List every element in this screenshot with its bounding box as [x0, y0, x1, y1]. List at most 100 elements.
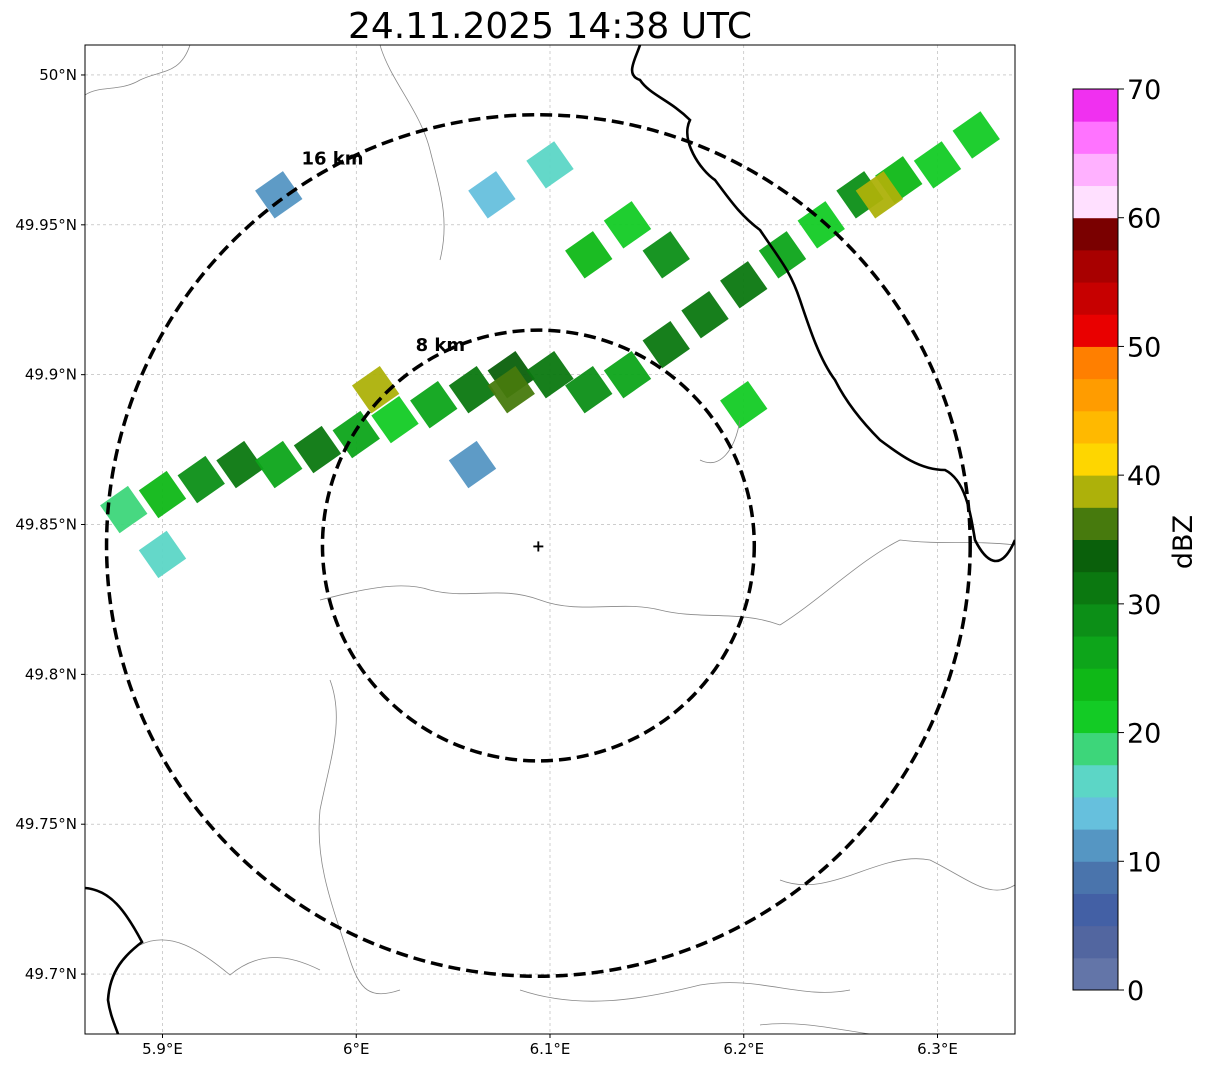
radar-cell [681, 291, 729, 339]
colorbar-band [1073, 636, 1118, 669]
colorbar-frame [1072, 88, 1119, 991]
radar-cell [293, 425, 342, 474]
colorbar-tick-label: 20 [1127, 719, 1161, 750]
colorbar-band [1073, 539, 1118, 573]
lon-tick-label: 6.1°E [530, 1040, 571, 1058]
axis-ticks: 5.9°E 6°E 6.1°E 6.2°E 6.3°E 49.7°N 49.75°N 49.8… [15, 66, 958, 1058]
colorbar-band [1073, 668, 1118, 701]
radar-cell [526, 141, 574, 189]
lat-tick-label: 49.95°N [15, 216, 77, 234]
lat-tick-label: 49.75°N [15, 815, 77, 833]
radar-cell [758, 231, 807, 279]
boundary-line [85, 45, 191, 96]
radar-cell [332, 410, 380, 459]
colorbar-band [1073, 475, 1118, 508]
boundary-line [319, 585, 781, 626]
map-title: 24.11.2025 14:38 UTC [348, 6, 752, 47]
radar-reflectivity-layer [100, 111, 1000, 579]
radar-cell [255, 171, 303, 219]
boundary-line [139, 939, 321, 976]
boundary-line [779, 858, 1015, 891]
colorbar-band [1073, 861, 1118, 894]
boundary-line [318, 679, 401, 995]
radar-cell [177, 455, 225, 504]
radar-cell [565, 231, 613, 279]
lat-tick-label: 49.8°N [25, 665, 77, 683]
radar-cell [351, 365, 400, 414]
colorbar-band [1073, 314, 1118, 347]
radar-cell [855, 171, 904, 219]
radar-cell [952, 111, 1000, 159]
colorbar-tick-label: 50 [1127, 332, 1161, 363]
lat-tick-label: 49.7°N [25, 965, 77, 983]
colorbar-band [1073, 893, 1118, 927]
colorbar-band [1073, 442, 1118, 476]
colorbar-tick-label: 70 [1127, 75, 1161, 106]
radar-cell [371, 395, 419, 444]
radar-cell [100, 485, 148, 534]
colorbar-tick-label: 60 [1127, 204, 1161, 235]
radar-cell [448, 365, 497, 414]
radar-cell [797, 201, 845, 249]
colorbar-band [1073, 796, 1118, 830]
colorbar-band [1073, 121, 1118, 154]
lat-tick-label: 49.85°N [15, 516, 77, 534]
colorbar-band [1073, 603, 1118, 637]
boundary-line [379, 45, 445, 261]
colorbar-band [1073, 282, 1118, 315]
gridlines [85, 45, 1015, 1034]
country-borders [85, 45, 1015, 1034]
colorbar-tick-label: 40 [1127, 461, 1161, 492]
radar-cell [138, 530, 187, 579]
radar-cell [468, 171, 516, 219]
colorbar-tick-label: 30 [1127, 590, 1161, 621]
radar-cell [410, 380, 458, 429]
radar-cell [603, 201, 652, 249]
boundary-line [519, 982, 851, 1002]
country-border-line [85, 886, 144, 1034]
radar-cell [642, 321, 690, 369]
lat-tick-label: 49.9°N [25, 366, 77, 384]
radar-cell [526, 350, 574, 399]
colorbar-band [1073, 249, 1118, 283]
colorbar-tick-label: 0 [1127, 976, 1144, 1007]
range-ring-8km [320, 328, 757, 763]
colorbar-band [1073, 217, 1118, 251]
colorbar-band [1073, 571, 1118, 605]
map-area: + 5.9°E 6°E 6.1°E 6.2°E 6.3°E 49.7°N 49.75°N 49… [15, 44, 1016, 1058]
colorbar-band [1073, 829, 1118, 862]
radar-cell [913, 141, 962, 189]
country-border-line [630, 45, 1015, 563]
lon-tick-label: 6.2°E [723, 1040, 764, 1058]
ring-label-16km: 16 km [301, 148, 363, 169]
range-ring-16km [104, 112, 972, 978]
radar-cell [255, 440, 303, 489]
radar-cell [720, 380, 768, 429]
boundary-line [759, 1023, 871, 1034]
colorbar-band [1073, 89, 1118, 122]
colorbar-bands [1073, 89, 1118, 991]
radar-cell [603, 350, 652, 399]
colorbar-band [1073, 410, 1118, 444]
colorbar-band [1073, 732, 1118, 766]
radar-site-marker: + [532, 536, 545, 555]
colorbar-band [1073, 185, 1118, 219]
radar-cell [565, 365, 613, 414]
colorbar-band [1073, 957, 1118, 991]
colorbar-band [1073, 700, 1118, 734]
lat-tick-label: 50°N [39, 66, 77, 84]
colorbar-band [1073, 507, 1118, 540]
colorbar-tick-label: 10 [1127, 847, 1161, 878]
radar-cell [448, 440, 497, 489]
colorbar-ticks: 0 10 20 30 40 50 60 70 [1118, 75, 1161, 1007]
colorbar-label: dBZ [1168, 515, 1199, 569]
colorbar-band [1073, 764, 1118, 798]
admin-boundaries [85, 45, 1015, 1034]
boundary-line [779, 539, 1015, 626]
radar-cell [720, 261, 768, 309]
colorbar-band [1073, 378, 1118, 412]
colorbar-band [1073, 346, 1118, 380]
radar-cell [216, 440, 264, 489]
colorbar: 0 10 20 30 40 50 60 70 dBZ [1072, 75, 1199, 1007]
